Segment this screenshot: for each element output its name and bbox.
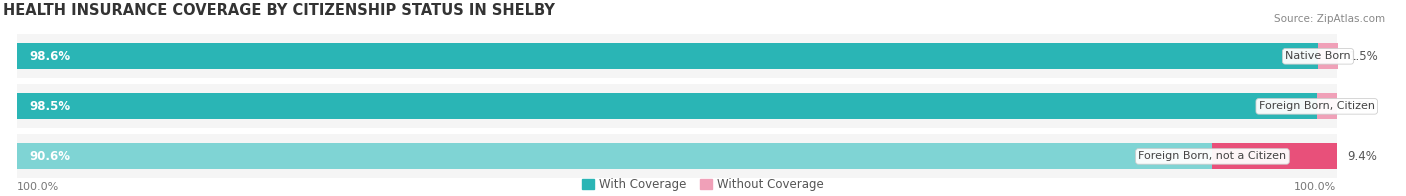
Bar [17,143,1212,169]
Bar [17,93,1317,119]
Text: Foreign Born, not a Citizen: Foreign Born, not a Citizen [1139,152,1286,162]
Text: 9.4%: 9.4% [1347,150,1376,163]
Bar [1212,143,1337,169]
Bar [1317,93,1337,119]
Text: HEALTH INSURANCE COVERAGE BY CITIZENSHIP STATUS IN SHELBY: HEALTH INSURANCE COVERAGE BY CITIZENSHIP… [3,4,555,18]
Legend: With Coverage, Without Coverage: With Coverage, Without Coverage [582,178,824,191]
Bar [17,134,1337,178]
Text: Native Born: Native Born [1285,51,1351,61]
Bar [17,84,1337,128]
Bar [17,143,1337,169]
Bar [17,34,1337,78]
Bar [1317,43,1339,69]
Text: 98.6%: 98.6% [30,50,70,63]
Bar [17,43,1317,69]
Text: 100.0%: 100.0% [17,182,59,192]
Text: 90.6%: 90.6% [30,150,70,163]
Bar [17,43,1337,69]
Text: 100.0%: 100.0% [1295,182,1337,192]
Text: 1.5%: 1.5% [1347,100,1376,113]
Bar [17,93,1337,119]
Text: 1.5%: 1.5% [1348,50,1378,63]
Text: Source: ZipAtlas.com: Source: ZipAtlas.com [1274,14,1385,24]
Text: Foreign Born, Citizen: Foreign Born, Citizen [1258,101,1375,111]
Text: 98.5%: 98.5% [30,100,70,113]
